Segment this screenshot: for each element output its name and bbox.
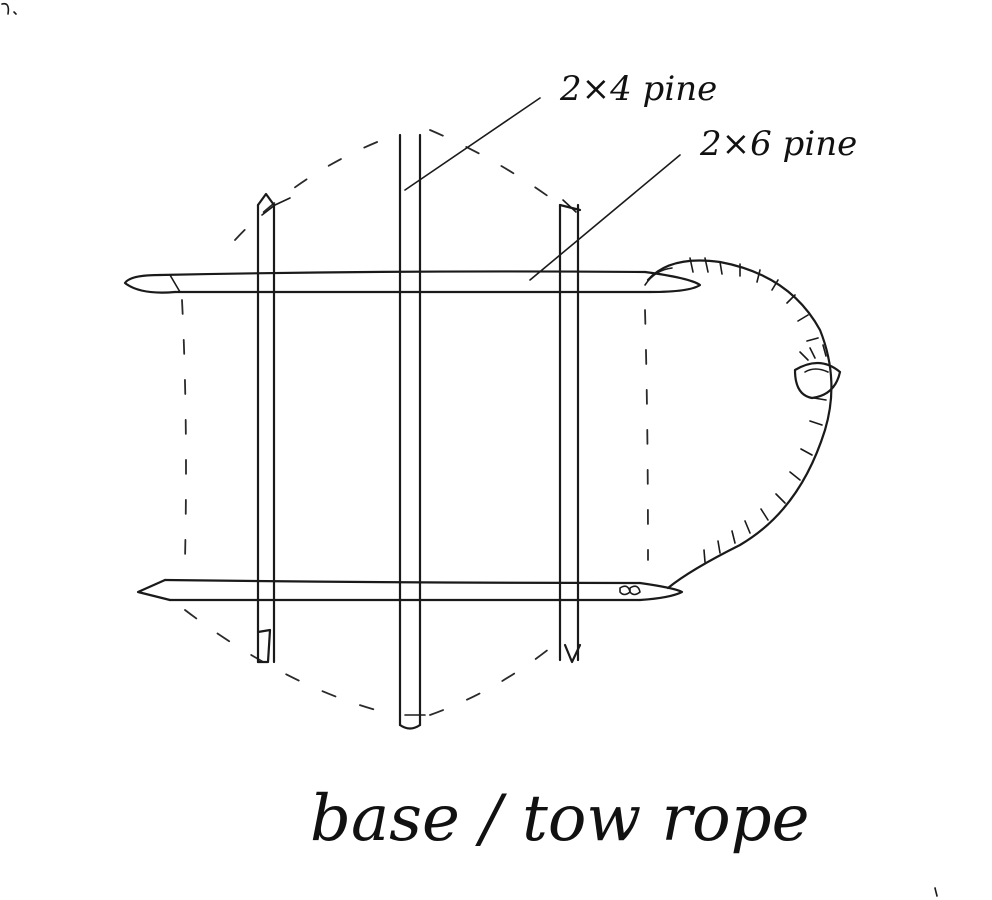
label-2x4-pine: 2×4 pine [559,69,717,109]
right-2x4-post [558,199,582,664]
caption-base-tow-rope: base / tow rope [310,782,809,856]
leader-2x4 [404,97,541,191]
leader-2x6 [529,154,681,281]
tow-rope [644,257,842,590]
stray-mark [1,2,17,15]
top-crossbeam [123,270,702,294]
label-2x6-pine: 2×6 pine [699,124,857,164]
left-2x4-post [256,192,291,664]
bottom-crossbeam [136,578,684,602]
stray-tick [934,887,938,897]
center-2x6-post [398,133,426,730]
dashed-outline [181,129,649,716]
